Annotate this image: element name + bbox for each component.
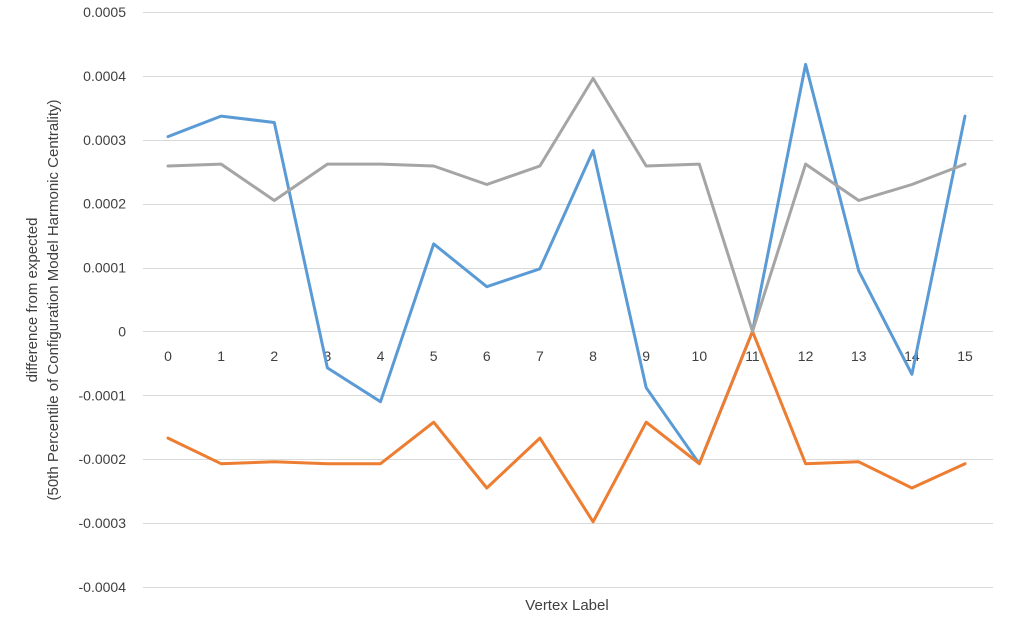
y-tick-label: 0.0005 (83, 4, 126, 20)
x-tick-label: 4 (377, 348, 385, 364)
y-tick-label: 0 (118, 323, 126, 339)
x-tick-label: 1 (217, 348, 225, 364)
y-axis-title: difference from expected (50th Percentil… (24, 99, 62, 500)
x-axis-title: Vertex Label (525, 597, 608, 614)
x-tick-label: 8 (589, 348, 597, 364)
y-tick-label: -0.0002 (79, 451, 127, 467)
x-tick-label: 2 (270, 348, 278, 364)
y-axis-title-line-1: difference from expected (24, 218, 41, 383)
y-tick-label: -0.0004 (79, 579, 127, 595)
x-tick-label: 3 (324, 348, 332, 364)
series-lines (166, 62, 967, 524)
y-axis-title-line-2: (50th Percentile of Configuration Model … (45, 99, 62, 500)
x-tick-label: 13 (851, 348, 867, 364)
x-tick-label: 7 (536, 348, 544, 364)
y-tick-label: -0.0003 (79, 515, 127, 531)
x-tick-label: 6 (483, 348, 491, 364)
y-tick-label: 0.0003 (83, 132, 126, 148)
y-tick-label: 0.0002 (83, 196, 126, 212)
x-tick-label: 15 (957, 348, 973, 364)
series-line-1 (166, 62, 967, 466)
x-tick-label: 10 (692, 348, 708, 364)
series-line-2 (166, 329, 967, 524)
x-tick-label: 11 (745, 348, 760, 364)
x-axis-tick-labels: 0 1 2 3 4 5 6 7 8 9 10 11 12 13 14 15 (164, 348, 973, 364)
x-tick-label: 5 (430, 348, 438, 364)
y-tick-label: 0.0004 (83, 68, 126, 84)
y-tick-label: -0.0001 (79, 387, 127, 403)
gridlines (143, 12, 993, 588)
y-tick-label: 0.0001 (83, 260, 126, 276)
y-axis-tick-labels: 0.0005 0.0004 0.0003 0.0002 0.0001 0 -0.0001 -0… (79, 4, 127, 595)
x-tick-label: 12 (798, 348, 814, 364)
x-tick-label: 0 (164, 348, 172, 364)
series-line-3 (166, 76, 967, 333)
x-tick-label: 9 (642, 348, 650, 364)
